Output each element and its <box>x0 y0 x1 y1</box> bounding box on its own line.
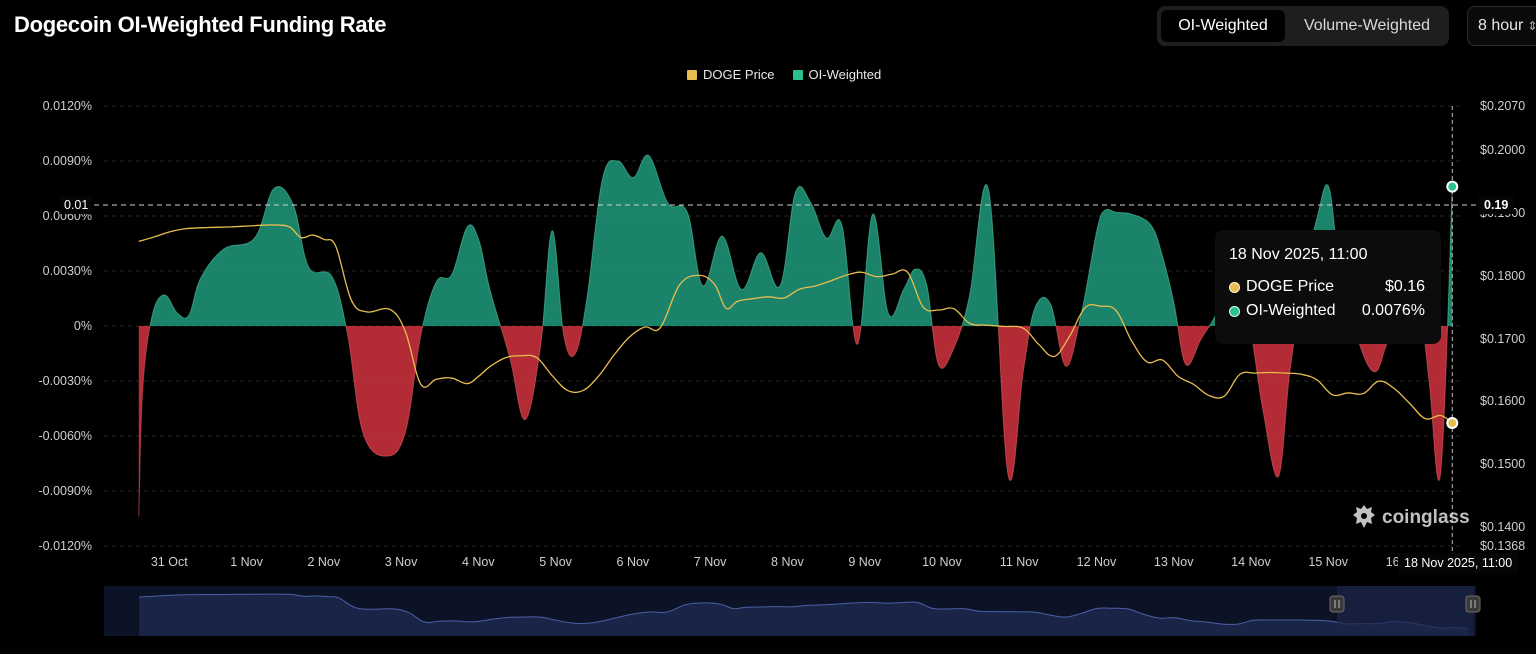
y-right-tick-label: $0.1368 <box>1480 539 1525 553</box>
navigator-background <box>104 586 1476 636</box>
dot-icon <box>1229 305 1240 317</box>
chevron-updown-icon: ⇕ <box>1527 19 1536 33</box>
crosshair-right-label: 0.19 <box>1478 196 1515 214</box>
navigator-drag-handle[interactable] <box>1465 595 1481 613</box>
tooltip-row-oi: OI-Weighted 0.0076% <box>1229 299 1425 323</box>
x-tick-label: 5 Nov <box>539 555 572 569</box>
y-right-tick-label: $0.2070 <box>1480 99 1525 113</box>
page-title: Dogecoin OI-Weighted Funding Rate <box>14 12 387 37</box>
x-tick-label: 31 Oct <box>151 555 188 569</box>
y-left-tick-label: -0.0120% <box>38 539 92 553</box>
watermark: coinglass <box>1352 504 1470 532</box>
x-tick-label: 12 Nov <box>1077 555 1117 569</box>
oi-weighted-positive-area <box>138 155 1453 326</box>
oi-weighted-negative-outline <box>138 326 1449 517</box>
y-left-tick-label: 0.0090% <box>43 154 92 168</box>
x-tick-label: 11 Nov <box>1000 555 1039 569</box>
navigator-area <box>139 594 1469 636</box>
x-tick-label: 4 Nov <box>462 555 495 569</box>
y-left-tick-label: -0.0060% <box>38 429 92 443</box>
y-right-tick-label: $0.1400 <box>1480 520 1525 534</box>
y-left-tick-label: 0% <box>74 319 92 333</box>
x-tick-label: 1 Nov <box>230 555 263 569</box>
square-swatch-icon <box>687 69 697 80</box>
y-left-tick-label: -0.0030% <box>38 374 92 388</box>
legend-label: DOGE Price <box>703 67 775 82</box>
x-tick-label: 9 Nov <box>848 555 881 569</box>
navigator-line <box>139 593 1469 630</box>
crosshair-left-label: 0.01 <box>60 196 93 214</box>
square-swatch-icon <box>792 69 803 80</box>
weighting-toggle: OI-Weighted Volume-Weighted <box>1157 6 1449 46</box>
x-tick-label: 3 Nov <box>385 555 418 569</box>
chart-tooltip: 18 Nov 2025, 11:00 DOGE Price $0.16 OI-W… <box>1215 230 1441 344</box>
tooltip-label: OI-Weighted <box>1246 302 1336 319</box>
oi-weighted-positive-outline <box>149 154 1453 326</box>
toggle-oi-weighted[interactable]: OI-Weighted <box>1161 10 1285 42</box>
x-tick-label: 8 Nov <box>771 555 804 569</box>
y-left-tick-label: -0.0090% <box>38 484 92 498</box>
legend-label: OI-Weighted <box>808 67 882 82</box>
coinglass-logo-icon <box>1353 505 1375 528</box>
y-right-tick-label: $0.1600 <box>1480 394 1525 408</box>
tooltip-row-price: DOGE Price $0.16 <box>1229 275 1425 299</box>
tooltip-value: $0.16 <box>1384 278 1425 295</box>
crosshair-date-label: 18 Nov 2025, 11:00 <box>1398 553 1519 573</box>
y-right-tick-label: $0.2000 <box>1480 143 1525 157</box>
doge-price-hover-point <box>1446 417 1459 430</box>
x-tick-label: 6 Nov <box>617 555 650 569</box>
dot-icon <box>1229 281 1240 293</box>
oi-weighted-hover-point <box>1446 180 1459 193</box>
watermark-text: coinglass <box>1382 507 1470 528</box>
x-tick-label: 15 Nov <box>1308 555 1348 569</box>
tooltip-title: 18 Nov 2025, 11:00 <box>1229 246 1368 263</box>
interval-value: 8 hour <box>1478 17 1524 34</box>
chart-legend: DOGE Price OI-Weighted <box>687 67 881 82</box>
legend-item-doge-price[interactable]: DOGE Price <box>687 67 775 82</box>
y-left-tick-label: 0.0030% <box>43 264 92 278</box>
x-tick-label: 13 Nov <box>1154 555 1194 569</box>
navigator-drag-handle[interactable] <box>1329 595 1345 613</box>
interval-select[interactable]: 8 hour ⇕ <box>1467 6 1536 46</box>
x-tick-label: 2 Nov <box>307 555 340 569</box>
y-right-tick-label: $0.1800 <box>1480 269 1525 283</box>
legend-item-oi-weighted[interactable]: OI-Weighted <box>792 67 882 82</box>
y-left-tick-label: 0.0120% <box>43 99 92 113</box>
toggle-volume-weighted[interactable]: Volume-Weighted <box>1304 17 1430 34</box>
y-right-tick-label: $0.1700 <box>1480 332 1525 346</box>
navigator-selection <box>1337 586 1474 636</box>
tooltip-value: 0.0076% <box>1361 302 1425 319</box>
tooltip-label: DOGE Price <box>1246 278 1335 295</box>
x-tick-label: 10 Nov <box>922 555 962 569</box>
x-tick-label: 14 Nov <box>1231 555 1271 569</box>
x-tick-label: 7 Nov <box>694 555 727 569</box>
oi-weighted-negative-area <box>138 326 1453 517</box>
y-right-tick-label: $0.1500 <box>1480 457 1525 471</box>
doge-price-line <box>138 224 1453 424</box>
